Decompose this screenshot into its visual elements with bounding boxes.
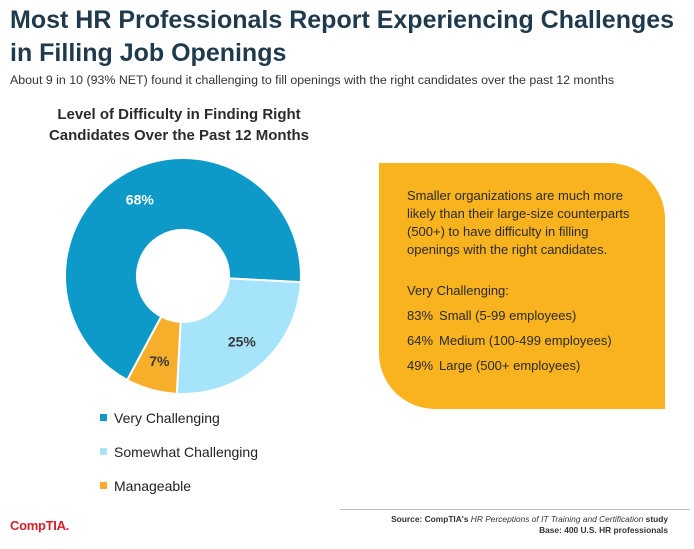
- legend-swatch: [100, 482, 107, 489]
- slice-label-somewhat-challenging: 25%: [228, 333, 257, 349]
- chart-title: Level of Difficulty in Finding Right Can…: [20, 104, 338, 146]
- legend-item-manageable: Manageable: [100, 478, 191, 494]
- page-title-line-1: Most HR Professionals Report Experiencin…: [10, 6, 675, 34]
- page-subtitle: About 9 in 10 (93% NET) found it challen…: [10, 73, 615, 87]
- source-line: Source: CompTIA's HR Perceptions of IT T…: [391, 514, 668, 525]
- source-note: Source: CompTIA's HR Perceptions of IT T…: [391, 514, 668, 536]
- slice-label-manageable: 7%: [149, 353, 170, 369]
- legend-item-very-challenging: Very Challenging: [100, 410, 220, 426]
- callout-label: Very Challenging:: [407, 283, 509, 298]
- legend-label: Very Challenging: [114, 410, 220, 426]
- source-suffix: study: [643, 514, 668, 524]
- callout-text: Smaller organizations are much more like…: [407, 188, 630, 257]
- page-title: Most HR Professionals Report Experiencin…: [10, 4, 690, 70]
- chart-title-line-1: Level of Difficulty in Finding Right: [57, 106, 301, 123]
- source-prefix: Source: CompTIA's: [391, 514, 471, 524]
- callout-row-pct: 83%: [407, 308, 434, 323]
- source-title: HR Perceptions of IT Training and Certif…: [470, 514, 644, 524]
- base-line: Base: 400 U.S. HR professionals: [539, 525, 668, 535]
- slice-very-challenging: [64, 157, 302, 382]
- callout-row-medium: 64% Medium (100-499 employees): [407, 333, 641, 348]
- callout-row-label: Large (500+ employees): [439, 358, 581, 373]
- slice-somewhat-challenging: [175, 277, 302, 395]
- callout-row-pct: 64%: [407, 333, 434, 348]
- comptia-logo: CompTIA.: [10, 518, 69, 533]
- callout-box: Smaller organizations are much more like…: [379, 163, 665, 409]
- callout-row-large: 49% Large (500+ employees): [407, 358, 641, 373]
- footer-divider: [340, 509, 690, 510]
- slice-manageable: [125, 315, 182, 395]
- legend-swatch: [100, 414, 107, 421]
- legend-item-somewhat-challenging: Somewhat Challenging: [100, 444, 258, 460]
- legend-label: Somewhat Challenging: [114, 444, 258, 460]
- callout-row-label: Small (5-99 employees): [439, 308, 577, 323]
- slice-label-very-challenging: 68%: [126, 191, 155, 207]
- callout-row-small: 83% Small (5-99 employees): [407, 308, 641, 323]
- legend-label: Manageable: [114, 478, 192, 494]
- callout-row-pct: 49%: [407, 358, 434, 373]
- chart-title-line-2: Candidates Over the Past 12 Months: [48, 127, 310, 144]
- legend-swatch: [100, 448, 107, 455]
- callout-row-label: Medium (100-499 employees): [439, 333, 612, 348]
- page-title-line-2: in Filling Job Openings: [10, 39, 287, 67]
